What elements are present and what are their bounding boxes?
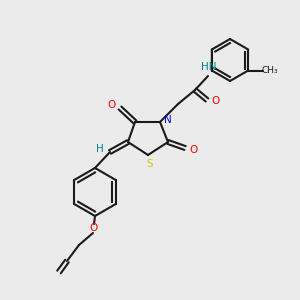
Text: CH₃: CH₃ [262,66,278,75]
Text: H: H [96,144,104,154]
Text: N: N [164,115,172,125]
Text: O: O [211,96,219,106]
Text: O: O [189,145,197,155]
Text: S: S [147,159,153,169]
Text: O: O [89,223,97,233]
Text: HN: HN [201,62,217,72]
Text: O: O [108,100,116,110]
